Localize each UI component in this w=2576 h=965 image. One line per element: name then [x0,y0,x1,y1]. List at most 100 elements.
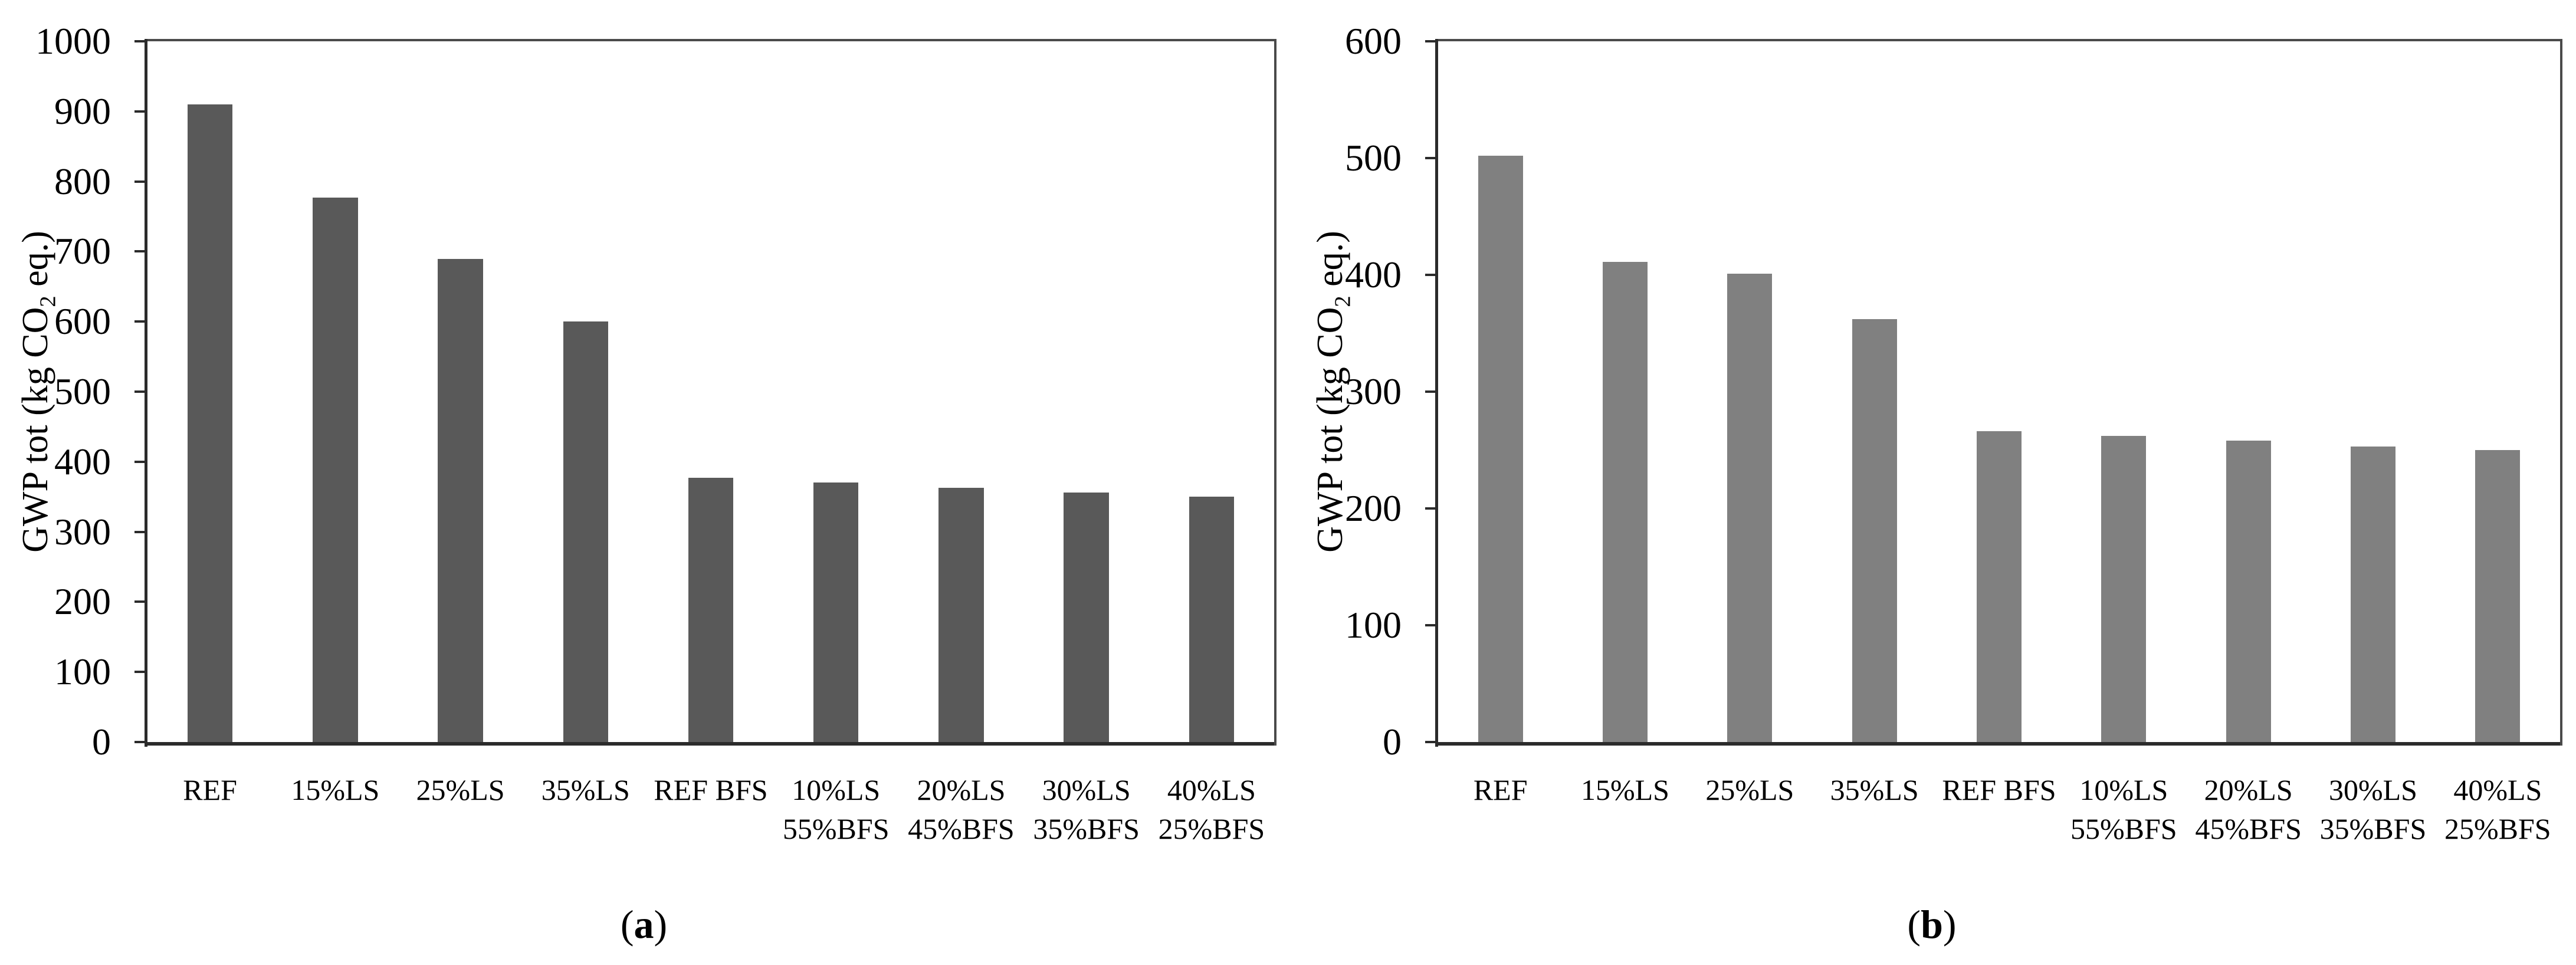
x-axis-label: REF BFS [1910,770,2088,809]
y-axis-tick [134,40,147,42]
bar-40-ls-25-bfs [2475,450,2521,742]
y-axis-tick [134,390,147,393]
y-axis-tick [134,320,147,323]
x-axis-label: 15%LS [246,770,424,809]
y-axis-tick [1425,741,1438,743]
x-axis-label-line: 25%LS [1705,773,1794,806]
y-axis-tick [134,460,147,463]
y-axis-tick-label: 600 [1345,20,1402,62]
x-axis-label: 15%LS [1536,770,1714,809]
x-axis-label: REF BFS [622,770,800,809]
bar-40-ls-25-bfs [1189,497,1235,742]
y-axis-tick-label: 400 [1345,254,1402,296]
x-axis-label-line: 55%BFS [2070,812,2177,845]
x-axis-label: REF [121,770,299,809]
x-axis-label-line: 30%LS [1042,773,1131,806]
x-axis-label-line: 45%BFS [2195,812,2302,845]
bar-ref-bfs [688,478,734,742]
x-axis-label-line: REF [1473,773,1528,806]
bar-20-ls-45-bfs [2226,441,2271,742]
x-axis-label-line: 20%LS [917,773,1006,806]
y-axis-tick-label: 500 [54,370,111,412]
x-axis-line [1435,742,2562,746]
x-axis-label: 25%LS [371,770,549,809]
x-axis-label-line: 20%LS [2204,773,2293,806]
y-axis-tick [1425,40,1438,42]
caption-paren-open: ( [1907,902,1921,947]
plot-right-border [2560,39,2562,746]
y-axis-tick-label: 600 [54,300,111,343]
y-axis-tick [1425,507,1438,510]
x-axis-label: 25%LS [1661,770,1839,809]
x-axis-label: 10%LS 55%BFS [747,770,925,848]
x-axis-label-line: 35%BFS [1033,812,1140,845]
x-axis-label: 40%LS 25%BFS [1123,770,1301,848]
panel-caption-b: (b) [1288,898,2576,951]
y-axis-tick [134,110,147,113]
y-axis-tick [1425,624,1438,626]
y-axis-tick [134,250,147,253]
x-axis-line [145,742,1276,746]
x-axis-label-line: 40%LS [1167,773,1256,806]
caption-letter: b [1921,902,1943,947]
y-axis-tick-label: 100 [1345,604,1402,646]
x-axis-label-line: 30%LS [2328,773,2417,806]
y-axis-tick [134,671,147,674]
bar-ref [187,104,233,742]
y-axis-tick [134,741,147,743]
x-axis-label-line: 15%LS [291,773,380,806]
x-axis-label: 35%LS [497,770,675,809]
y-axis-tick-label: 500 [1345,137,1402,179]
plot-top-border [1438,39,2560,41]
x-axis-label-line: 45%BFS [908,812,1015,845]
x-axis-label: 10%LS 55%BFS [2035,770,2213,848]
y-axis-tick-label: 200 [54,580,111,623]
bar-35-ls [1852,319,1897,742]
caption-paren-open: ( [620,902,634,947]
x-axis-label-line: REF BFS [1942,773,2056,806]
x-axis-label-line: 35%LS [541,773,630,806]
chart-panel-a: GWP tot (kg CO2 eq.) (a) 0 100 200 300 400 50… [15,20,1276,947]
bar-15-ls [313,197,358,742]
y-axis-tick-label: 400 [54,440,111,482]
y-axis-tick-label: 900 [54,90,111,132]
bar-ref-bfs [1976,431,2022,742]
y-axis-tick-label: 300 [54,510,111,553]
x-axis-label-line: 25%LS [416,773,505,806]
x-axis-label-line: 40%LS [2453,773,2542,806]
y-axis-tick-label: 1000 [35,20,111,62]
x-axis-label-line: 15%LS [1580,773,1669,806]
y-axis-spine [145,39,147,747]
x-axis-label-line: 35%BFS [2319,812,2427,845]
chart-panel-b: GWP tot (kg CO2 eq.) (b) 0 100 200 300 400 50… [1288,0,2576,965]
bar-20-ls-45-bfs [938,487,984,742]
caption-paren-close: ) [654,902,668,947]
y-axis-tick [1425,390,1438,393]
x-axis-label: 30%LS 35%BFS [997,770,1176,848]
x-axis-label-line: 25%BFS [2444,812,2551,845]
x-axis-label-line: 10%LS [792,773,881,806]
x-axis-label: 35%LS [1786,770,1963,809]
x-axis-label-line: 35%LS [1830,773,1919,806]
y-axis-tick-label: 0 [1383,721,1402,763]
x-axis-label: REF [1412,770,1589,809]
y-axis-tick-label: 300 [1345,370,1402,412]
plot-top-border [147,39,1274,41]
bar-25-ls [1727,274,1773,742]
x-axis-label: 20%LS 45%BFS [2160,770,2337,848]
y-axis-tick [1425,157,1438,159]
y-axis-spine [1435,39,1438,747]
x-axis-label: 20%LS 45%BFS [872,770,1050,848]
caption-paren-close: ) [1942,902,1957,947]
y-axis-tick-label: 100 [54,651,111,693]
y-axis-tick [134,180,147,183]
x-axis-label: 40%LS 25%BFS [2409,770,2576,848]
bar-30-ls-35-bfs [2350,447,2396,742]
x-axis-label-line: REF [183,773,237,806]
x-axis-label-line: 10%LS [2079,773,2168,806]
x-axis-label-line: REF BFS [654,773,768,806]
bar-10-ls-55-bfs [2101,436,2147,742]
bar-ref [1478,156,1523,742]
y-axis-tick-label: 700 [54,230,111,273]
